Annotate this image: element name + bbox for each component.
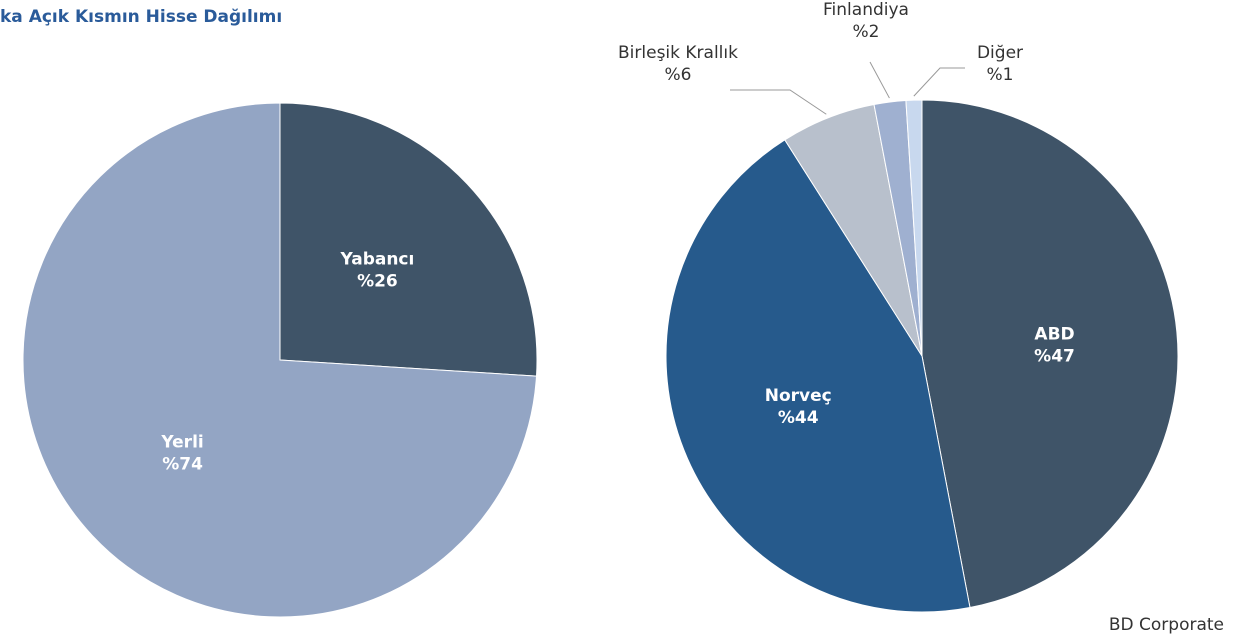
pie-slice (921, 99, 1179, 609)
slice-label: Birleşik Krallık %6 (618, 43, 738, 85)
pie-slice (279, 102, 538, 377)
leader-line (913, 67, 965, 97)
slice-value: %26 (357, 272, 398, 292)
slice-label: Norveç %44 (765, 386, 832, 428)
slice-value: %44 (778, 408, 819, 428)
pie-slice (665, 139, 971, 613)
title: ka Açık Kısmın Hisse Dağılımı (0, 7, 282, 27)
slice-value: %1 (987, 65, 1014, 85)
slice-label: Diğer %1 (977, 43, 1023, 85)
slice-name: Finlandiya (823, 0, 909, 20)
pie-slice (905, 99, 923, 357)
leader-line (869, 61, 890, 99)
slice-label: ABD %47 (1034, 324, 1075, 366)
slice-value: %6 (665, 65, 692, 85)
slice-value: %2 (853, 22, 880, 42)
slice-name: ABD (1034, 324, 1074, 344)
slice-name: Diğer (977, 43, 1023, 63)
pie-slice (22, 102, 538, 618)
slice-label: Yerli %74 (160, 432, 203, 474)
slice-value: %74 (162, 454, 203, 474)
slice-value: %47 (1034, 346, 1075, 366)
slice-name: Birleşik Krallık (618, 43, 738, 63)
slice-name: Norveç (765, 386, 832, 406)
slice-label: Finlandiya %2 (823, 0, 909, 42)
slice-label: Yabancı %26 (339, 250, 414, 292)
leader-line (730, 89, 827, 115)
slice-name: Yerli (160, 432, 203, 452)
slice-name: Yabancı (339, 250, 414, 270)
source: BD Corporate (1109, 615, 1224, 635)
